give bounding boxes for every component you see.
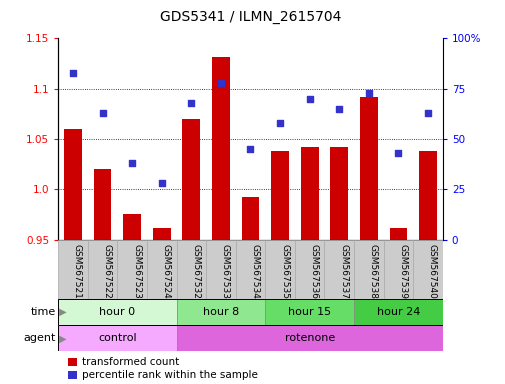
Bar (413, 240, 442, 299)
Text: GSM567523: GSM567523 (132, 244, 141, 299)
Text: rotenone: rotenone (284, 333, 334, 343)
Text: GSM567539: GSM567539 (397, 244, 407, 300)
Point (393, 150, 401, 156)
Bar (265, 299, 354, 325)
Text: GSM567534: GSM567534 (250, 244, 259, 299)
Bar (330, 147, 347, 240)
Point (158, 180, 166, 186)
Text: GSM567533: GSM567533 (221, 244, 229, 300)
Bar (123, 214, 141, 240)
Bar (389, 228, 407, 240)
Text: hour 8: hour 8 (203, 307, 238, 317)
Point (423, 110, 431, 116)
Point (305, 96, 313, 102)
Bar (294, 240, 324, 299)
Bar (241, 197, 259, 240)
Bar (58, 325, 442, 351)
Bar (68, 358, 77, 366)
Bar (176, 299, 265, 325)
Text: GSM567535: GSM567535 (279, 244, 288, 300)
Point (275, 120, 283, 126)
Text: control: control (98, 333, 136, 343)
Text: time: time (30, 307, 56, 317)
Text: agent: agent (23, 333, 56, 343)
Bar (354, 299, 442, 325)
Bar (58, 299, 176, 325)
Bar (354, 240, 383, 299)
Bar (271, 151, 288, 240)
Bar (265, 240, 294, 299)
Point (246, 146, 254, 152)
Bar (58, 325, 176, 351)
Point (98, 110, 107, 116)
Bar (300, 147, 318, 240)
Bar (359, 97, 377, 240)
Bar (176, 325, 442, 351)
Text: GSM567538: GSM567538 (368, 244, 377, 300)
Bar (206, 240, 235, 299)
Point (334, 106, 342, 112)
Bar (153, 228, 170, 240)
Text: GSM567522: GSM567522 (103, 244, 111, 299)
Text: transformed count: transformed count (82, 357, 179, 367)
Text: hour 15: hour 15 (287, 307, 331, 317)
Text: GSM567540: GSM567540 (427, 244, 436, 299)
Text: GSM567536: GSM567536 (309, 244, 318, 300)
Text: ▶: ▶ (56, 307, 67, 317)
Point (187, 100, 195, 106)
Point (364, 89, 372, 96)
Text: percentile rank within the sample: percentile rank within the sample (82, 370, 258, 380)
Bar (58, 240, 87, 299)
Bar (212, 56, 229, 240)
Text: hour 0: hour 0 (99, 307, 135, 317)
Text: GSM567521: GSM567521 (73, 244, 82, 299)
Bar (58, 299, 442, 325)
Bar (146, 240, 176, 299)
Bar (68, 371, 77, 379)
Point (69, 70, 77, 76)
Text: ▶: ▶ (56, 333, 67, 343)
Bar (324, 240, 353, 299)
Bar (117, 240, 146, 299)
Bar (176, 240, 206, 299)
Text: GSM567532: GSM567532 (191, 244, 200, 299)
Text: GSM567524: GSM567524 (162, 244, 170, 299)
Point (128, 160, 136, 166)
Bar (235, 240, 265, 299)
Bar (383, 240, 413, 299)
Bar (182, 119, 200, 240)
Bar (418, 151, 436, 240)
Text: hour 24: hour 24 (376, 307, 419, 317)
Text: GDS5341 / ILMN_2615704: GDS5341 / ILMN_2615704 (160, 10, 340, 24)
Text: GSM567537: GSM567537 (338, 244, 347, 300)
Point (217, 79, 225, 86)
Bar (93, 169, 111, 240)
Bar (64, 129, 82, 240)
Bar (87, 240, 117, 299)
